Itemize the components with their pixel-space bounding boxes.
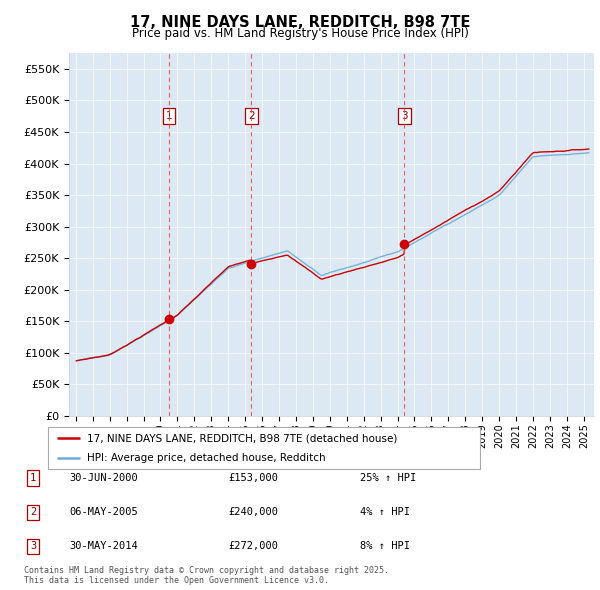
- Text: 3: 3: [30, 542, 36, 551]
- Text: £153,000: £153,000: [228, 473, 278, 483]
- Text: 1: 1: [166, 111, 172, 121]
- Text: 30-MAY-2014: 30-MAY-2014: [69, 542, 138, 551]
- Text: 4% ↑ HPI: 4% ↑ HPI: [360, 507, 410, 517]
- Text: 2: 2: [30, 507, 36, 517]
- Text: 17, NINE DAYS LANE, REDDITCH, B98 7TE: 17, NINE DAYS LANE, REDDITCH, B98 7TE: [130, 15, 470, 30]
- Text: 30-JUN-2000: 30-JUN-2000: [69, 473, 138, 483]
- Text: HPI: Average price, detached house, Redditch: HPI: Average price, detached house, Redd…: [87, 454, 326, 463]
- Text: 25% ↑ HPI: 25% ↑ HPI: [360, 473, 416, 483]
- Text: 1: 1: [30, 473, 36, 483]
- Text: 17, NINE DAYS LANE, REDDITCH, B98 7TE (detached house): 17, NINE DAYS LANE, REDDITCH, B98 7TE (d…: [87, 434, 397, 444]
- Text: 06-MAY-2005: 06-MAY-2005: [69, 507, 138, 517]
- Text: Contains HM Land Registry data © Crown copyright and database right 2025.
This d: Contains HM Land Registry data © Crown c…: [24, 566, 389, 585]
- Text: 8% ↑ HPI: 8% ↑ HPI: [360, 542, 410, 551]
- Text: 2: 2: [248, 111, 255, 121]
- Text: £240,000: £240,000: [228, 507, 278, 517]
- Text: £272,000: £272,000: [228, 542, 278, 551]
- Text: 3: 3: [401, 111, 408, 121]
- Text: Price paid vs. HM Land Registry's House Price Index (HPI): Price paid vs. HM Land Registry's House …: [131, 27, 469, 40]
